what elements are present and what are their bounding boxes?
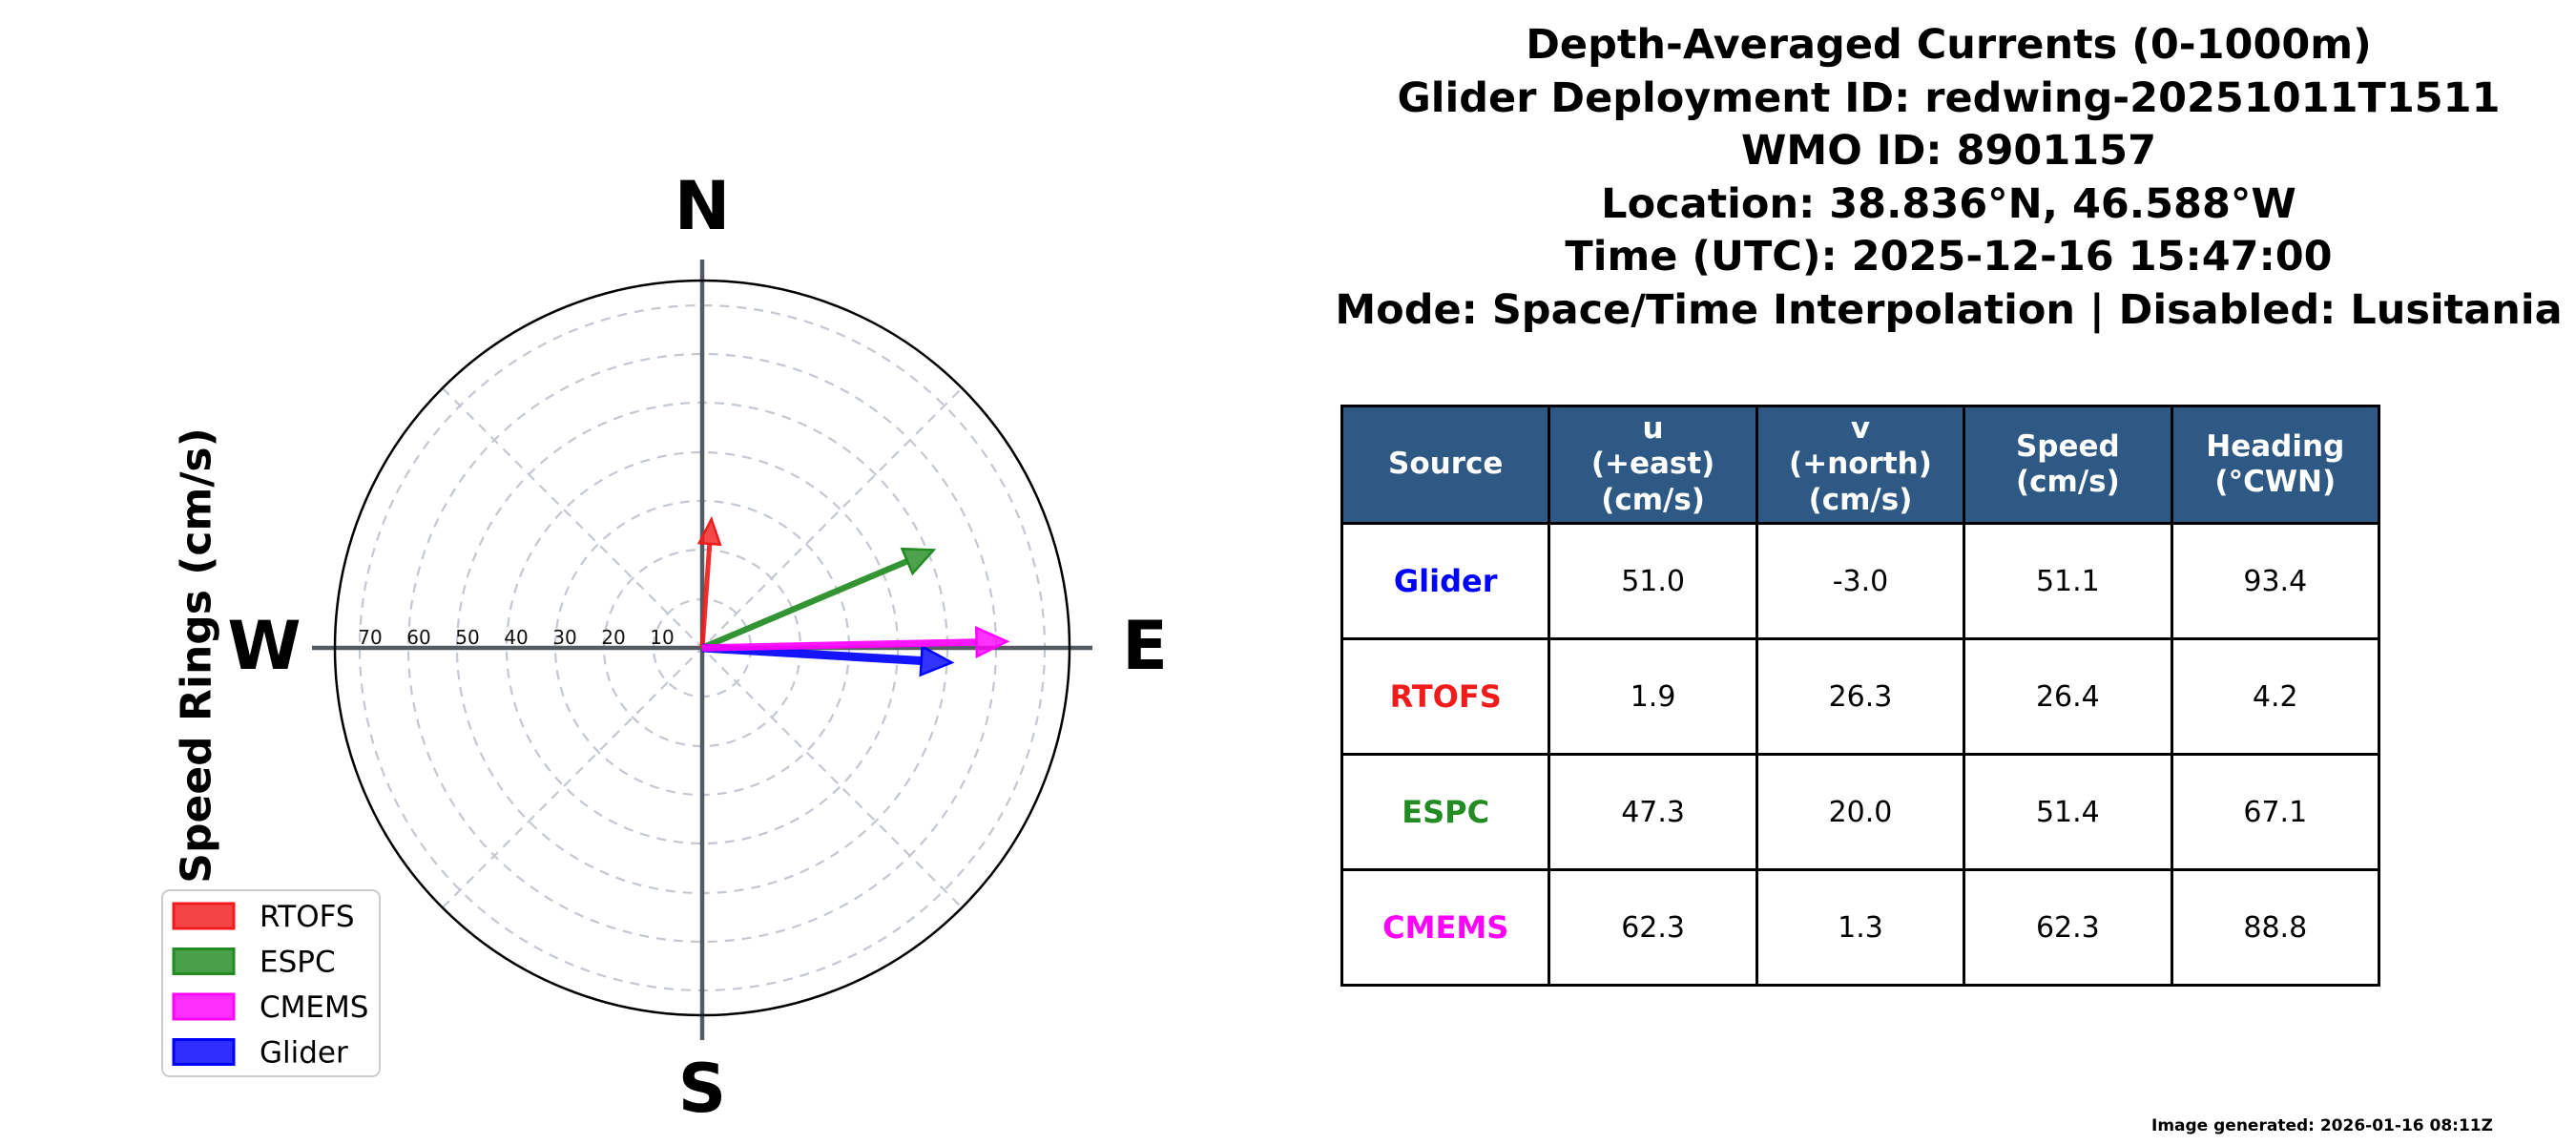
source-cell-espc: ESPC	[1340, 753, 1551, 871]
glider-vector-arrow	[701, 643, 955, 677]
v-cell-rtofs: 26.3	[1755, 637, 1966, 756]
col-header-speed: Speed (cm/s)	[1963, 405, 2173, 525]
legend-swatch-glider	[172, 1038, 236, 1066]
u-cell-cmems: 62.3	[1548, 868, 1758, 987]
legend-label-glider: Glider	[260, 1036, 348, 1071]
source-cell-rtofs: RTOFS	[1340, 637, 1551, 756]
title-line-location: Location: 38.836°N, 46.588°W	[1601, 179, 2296, 228]
ring-tick-60: 60	[406, 626, 430, 649]
speed-rings-axis-label: Speed Rings (cm/s)	[173, 427, 221, 883]
speed-cell-glider: 51.1	[1963, 522, 2173, 640]
ring-tick-10: 10	[650, 626, 674, 649]
title-line-wmo-id: WMO ID: 8901157	[1740, 127, 2157, 175]
legend-label-espc: ESPC	[260, 946, 336, 980]
v-cell-cmems: 1.3	[1755, 868, 1966, 987]
heading-cell-espc: 67.1	[2170, 753, 2381, 871]
ring-tick-labels: 70 60 50 40 30 20 10	[358, 626, 674, 649]
speed-cell-espc: 51.4	[1963, 753, 2173, 871]
u-cell-espc: 47.3	[1548, 753, 1758, 871]
table-row-rtofs: RTOFS 1.9 26.3 26.4 4.2	[1340, 637, 2381, 756]
title-line-time: Time (UTC): 2025-12-16 15:47:00	[1565, 233, 2333, 281]
ring-tick-30: 30	[552, 626, 576, 649]
table-header-row: Source u (+east) (cm/s) v (+north) (cm/s…	[1340, 405, 2381, 525]
source-cell-glider: Glider	[1340, 522, 1551, 640]
table-row-cmems: CMEMS 62.3 1.3 62.3 88.8	[1340, 868, 2381, 987]
u-cell-rtofs: 1.9	[1548, 637, 1758, 756]
ring-tick-70: 70	[358, 626, 382, 649]
heading-cell-rtofs: 4.2	[2170, 637, 2381, 756]
legend-swatch-espc	[172, 947, 236, 975]
col-header-u: u (+east) (cm/s)	[1548, 405, 1758, 525]
rtofs-vector-arrow	[696, 515, 722, 649]
col-header-heading: Heading (°CWN)	[2170, 405, 2381, 525]
legend-box	[161, 889, 381, 1077]
cardinal-west-label: W	[227, 607, 301, 685]
source-cell-cmems: CMEMS	[1340, 868, 1551, 987]
v-cell-espc: 20.0	[1755, 753, 1966, 871]
col-header-source: Source	[1340, 405, 1551, 525]
legend-label-rtofs: RTOFS	[260, 900, 355, 934]
col-header-v: v (+north) (cm/s)	[1755, 405, 1966, 525]
legend-swatch-rtofs	[172, 902, 236, 930]
legend-swatch-cmems	[172, 992, 236, 1021]
currents-table: Source u (+east) (cm/s) v (+north) (cm/s…	[1340, 405, 2381, 987]
cardinal-east-label: E	[1122, 607, 1168, 685]
compass-quiver-plot: 70 60 50 40 30 20 10 N S W E	[161, 167, 1168, 1128]
legend: RTOFS ESPC CMEMS Glider	[161, 889, 381, 1077]
ring-tick-40: 40	[504, 626, 528, 649]
title-line-mode: Mode: Space/Time Interpolation | Disable…	[1335, 285, 2563, 334]
legend-label-cmems: CMEMS	[260, 990, 368, 1025]
table-row-espc: ESPC 47.3 20.0 51.4 67.1	[1340, 753, 2381, 871]
outer-boundary-circle	[333, 279, 1071, 1017]
image-generated-timestamp: Image generated: 2026-01-16 08:11Z	[2151, 1116, 2493, 1135]
title-block: Depth-Averaged Currents (0-1000m) Glider…	[1321, 19, 2576, 337]
u-cell-glider: 51.0	[1548, 522, 1758, 640]
cmems-vector-arrow	[701, 626, 1010, 658]
v-cell-glider: -3.0	[1755, 522, 1966, 640]
cardinal-south-label: S	[678, 1050, 726, 1128]
title-line-deployment-id: Glider Deployment ID: redwing-20251011T1…	[1397, 73, 2501, 122]
speed-cell-rtofs: 26.4	[1963, 637, 2173, 756]
speed-cell-cmems: 62.3	[1963, 868, 2173, 987]
espc-vector-arrow	[700, 547, 937, 651]
ring-tick-20: 20	[601, 626, 625, 649]
heading-cell-cmems: 88.8	[2170, 868, 2381, 987]
ring-tick-50: 50	[455, 626, 479, 649]
cardinal-north-label: N	[675, 167, 731, 245]
title-line-main: Depth-Averaged Currents (0-1000m)	[1526, 21, 2372, 69]
heading-cell-glider: 93.4	[2170, 522, 2381, 640]
table-row-glider: Glider 51.0 -3.0 51.1 93.4	[1340, 522, 2381, 640]
